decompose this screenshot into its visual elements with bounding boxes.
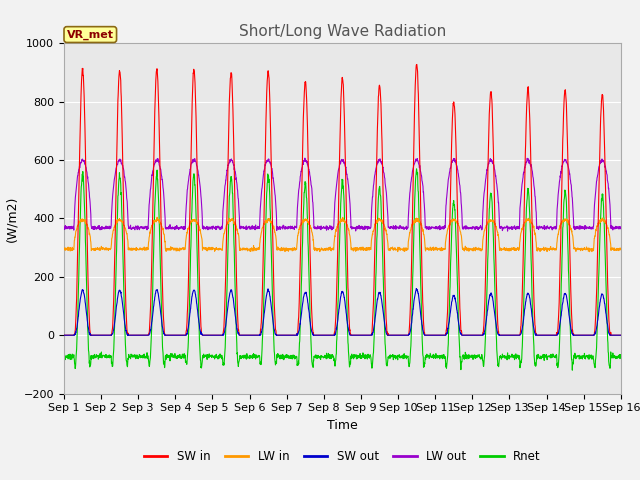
Y-axis label: (W/m2): (W/m2): [5, 195, 18, 241]
Title: Short/Long Wave Radiation: Short/Long Wave Radiation: [239, 24, 446, 39]
X-axis label: Time: Time: [327, 419, 358, 432]
Legend: SW in, LW in, SW out, LW out, Rnet: SW in, LW in, SW out, LW out, Rnet: [139, 445, 546, 468]
Text: VR_met: VR_met: [67, 29, 114, 40]
